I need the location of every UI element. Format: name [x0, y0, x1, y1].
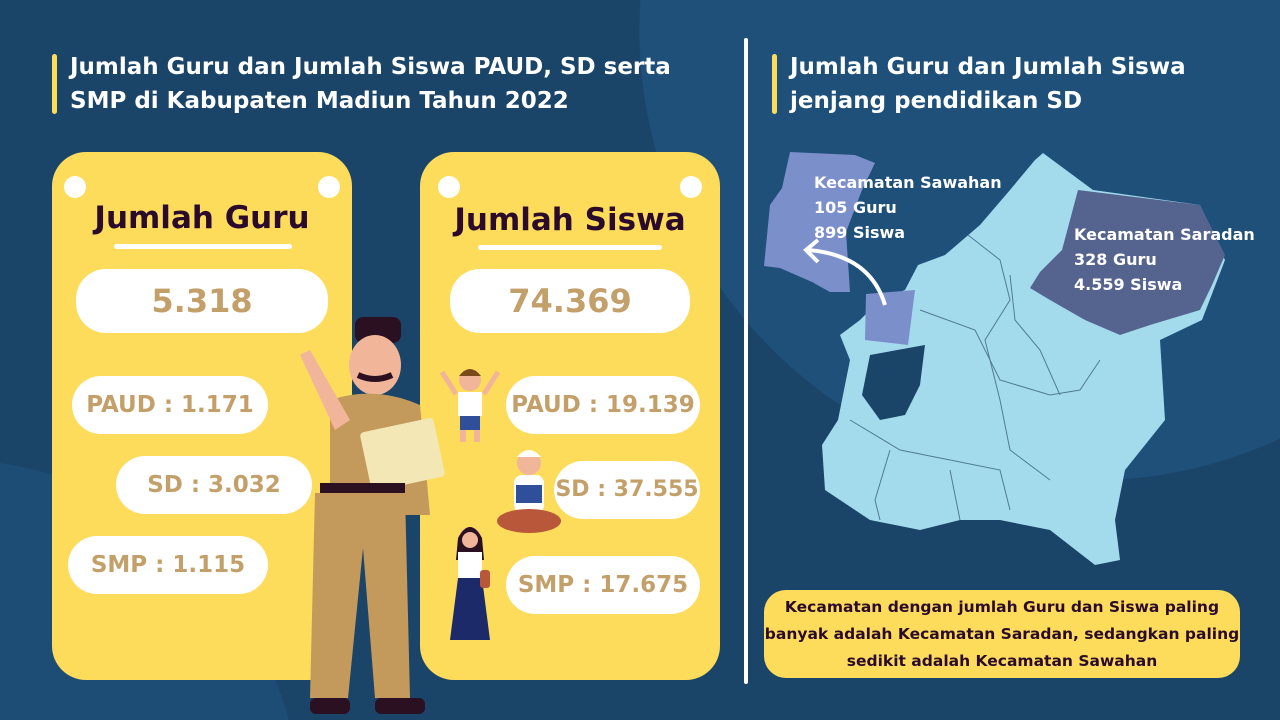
map-region-saradan — [1030, 190, 1225, 335]
left-title: Jumlah Guru dan Jumlah Siswa PAUD, SD se… — [52, 50, 702, 118]
right-title: Jumlah Guru dan Jumlah Siswa jenjang pen… — [772, 50, 1212, 118]
map-region-sawahan-part — [865, 290, 915, 345]
guru-heading: Jumlah Guru — [94, 200, 310, 236]
map-hole — [862, 345, 925, 420]
card-hole — [680, 176, 702, 198]
saradan-siswa: 4.559 Siswa — [1074, 275, 1183, 294]
card-hole — [318, 176, 340, 198]
heading-underline — [114, 244, 292, 249]
guru-sd: SD : 3.032 — [116, 456, 312, 514]
card-hole — [64, 176, 86, 198]
guru-smp: SMP : 1.115 — [68, 536, 268, 594]
divider — [744, 38, 748, 684]
sawahan-label: Kecamatan Sawahan 105 Guru 899 Siswa — [814, 170, 1002, 245]
sawahan-name: Kecamatan Sawahan — [814, 173, 1002, 192]
sawahan-guru: 105 Guru — [814, 198, 897, 217]
sawahan-siswa: 899 Siswa — [814, 223, 906, 242]
guru-total: 5.318 — [76, 269, 328, 333]
siswa-smp: SMP : 17.675 — [506, 556, 700, 614]
student-reading-illustration — [497, 450, 561, 533]
siswa-paud: PAUD : 19.139 — [506, 376, 700, 434]
teacher-illustration — [300, 317, 445, 714]
student-boy-illustration — [440, 369, 500, 442]
card-hole — [438, 176, 460, 198]
siswa-sd: SD : 37.555 — [554, 461, 700, 519]
siswa-heading: Jumlah Siswa — [454, 202, 686, 238]
guru-card: Jumlah Guru 5.318 PAUD : 1.171 SD : 3.03… — [52, 152, 352, 680]
heading-underline — [478, 245, 662, 250]
arrow-icon — [807, 248, 887, 306]
guru-paud: PAUD : 1.171 — [72, 376, 268, 434]
map-region-sawahan — [764, 152, 875, 292]
saradan-guru: 328 Guru — [1074, 250, 1157, 269]
summary-note: Kecamatan dengan jumlah Guru dan Siswa p… — [764, 590, 1240, 678]
district-borders — [849, 234, 1101, 521]
saradan-label: Kecamatan Saradan 328 Guru 4.559 Siswa — [1074, 222, 1255, 297]
siswa-card: Jumlah Siswa 74.369 PAUD : 19.139 SD : 3… — [420, 152, 720, 680]
student-girl-illustration — [450, 527, 490, 640]
arrow-head-icon — [803, 238, 820, 264]
siswa-total: 74.369 — [450, 269, 690, 333]
saradan-name: Kecamatan Saradan — [1074, 225, 1255, 244]
